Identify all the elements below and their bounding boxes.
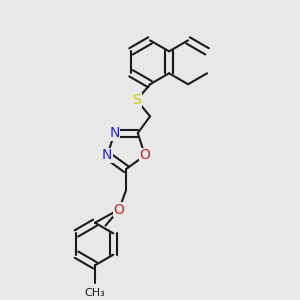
- Text: O: O: [113, 202, 124, 217]
- Text: S: S: [132, 93, 141, 107]
- Text: N: N: [109, 126, 120, 140]
- Text: CH₃: CH₃: [85, 287, 105, 298]
- Text: N: N: [102, 148, 112, 162]
- Text: O: O: [140, 148, 150, 162]
